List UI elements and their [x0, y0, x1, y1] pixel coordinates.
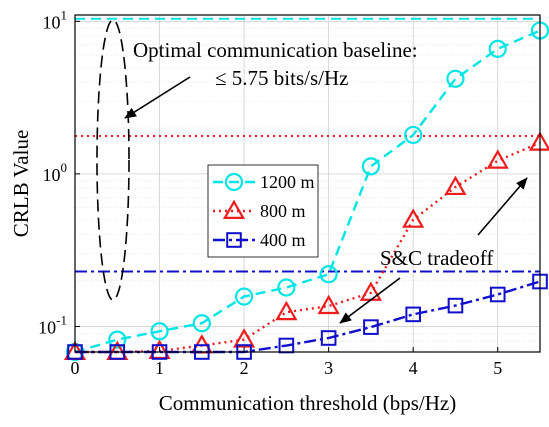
- x-axis-label: Communication threshold (bps/Hz): [159, 391, 456, 415]
- tradeoff-arrow-up: [477, 177, 528, 236]
- data-point: [234, 287, 254, 306]
- data-point: [446, 69, 465, 88]
- data-point: [150, 322, 169, 341]
- data-point: [444, 175, 467, 196]
- data-point: [319, 265, 338, 284]
- x-tick-label: 2: [240, 358, 249, 378]
- legend-label: 800 m: [260, 201, 306, 221]
- legend: 1200 m 800 m 400 m: [207, 164, 319, 258]
- annotations: Optimal communication baseline: ≤ 5.75 b…: [96, 19, 528, 324]
- y-axis-label: CRLB Value: [9, 130, 33, 238]
- annotation-tradeoff: S&C tradeoff: [380, 246, 493, 270]
- baseline-ellipse: [96, 19, 130, 301]
- tradeoff-arrow-down: [339, 277, 401, 324]
- plot-frame: [74, 14, 541, 353]
- x-tick-label: 3: [324, 358, 333, 378]
- data-point: [359, 281, 383, 301]
- legend-marker: [222, 199, 246, 219]
- legend-label: 1200 m: [260, 172, 315, 192]
- data-point: [363, 319, 379, 335]
- x-tick-label: 5: [493, 358, 502, 378]
- data-point: [317, 294, 340, 315]
- baseline-arrow: [124, 76, 191, 119]
- data-point: [486, 149, 509, 169]
- data-point: [361, 157, 381, 176]
- data-point: [277, 278, 296, 297]
- ticks: 0 1 2 3 4 5 10-1 100 101: [38, 7, 502, 378]
- data-point: [488, 39, 507, 58]
- data-point: [489, 286, 506, 303]
- legend-marker: [224, 172, 244, 192]
- data-point: [108, 330, 127, 349]
- data-point: [404, 125, 423, 145]
- series-line: [75, 141, 541, 354]
- baselines: [75, 17, 540, 273]
- data-point: [275, 300, 298, 321]
- data-point: [402, 208, 425, 228]
- y-tick-label: 100: [43, 160, 68, 185]
- y-tick-label: 10-1: [38, 312, 67, 337]
- data-point: [320, 330, 337, 346]
- legend-label: 400 m: [260, 230, 306, 250]
- data-point: [232, 328, 256, 348]
- data-point: [405, 306, 421, 323]
- y-tick-label: 101: [43, 7, 68, 32]
- annotation-baseline-line1: Optimal communication baseline:: [133, 38, 418, 62]
- x-tick-label: 0: [71, 358, 80, 378]
- x-tick-label: 4: [409, 358, 418, 378]
- x-tick-label: 1: [155, 358, 164, 378]
- annotation-baseline-line2: ≤ 5.75 bits/s/Hz: [215, 66, 348, 90]
- data-point: [192, 314, 211, 333]
- data-point: [447, 297, 464, 314]
- legend-marker: [226, 232, 242, 248]
